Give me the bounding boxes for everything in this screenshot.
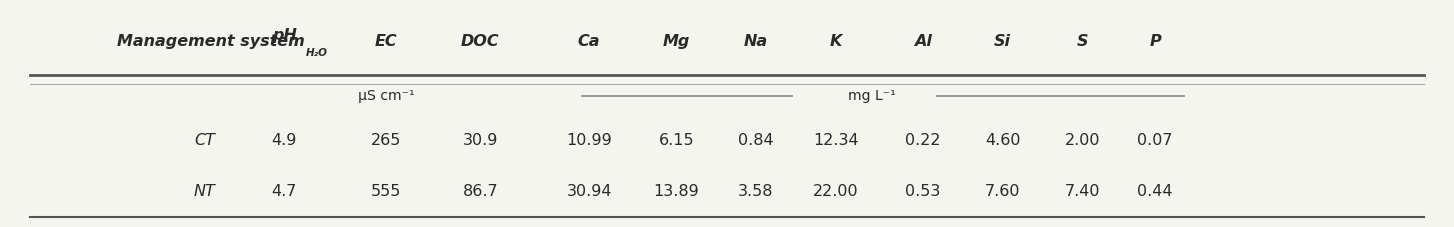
Text: 86.7: 86.7 (462, 185, 499, 200)
Text: Al: Al (915, 34, 932, 49)
Text: Na: Na (744, 34, 768, 49)
Text: Si: Si (995, 34, 1011, 49)
Text: H₂O: H₂O (305, 48, 327, 58)
Text: μS cm⁻¹: μS cm⁻¹ (358, 89, 414, 103)
Text: 0.84: 0.84 (739, 133, 774, 148)
Text: 555: 555 (371, 185, 401, 200)
Text: pH: pH (272, 27, 297, 42)
Text: 13.89: 13.89 (653, 185, 699, 200)
Text: 265: 265 (371, 133, 401, 148)
Text: NT: NT (193, 185, 215, 200)
Text: Ca: Ca (577, 34, 601, 49)
Text: 7.40: 7.40 (1064, 185, 1101, 200)
Text: 12.34: 12.34 (813, 133, 859, 148)
Text: mg L⁻¹: mg L⁻¹ (848, 89, 896, 103)
Text: 4.60: 4.60 (984, 133, 1021, 148)
Text: 0.44: 0.44 (1137, 185, 1173, 200)
Text: S: S (1077, 34, 1088, 49)
Text: 0.22: 0.22 (906, 133, 941, 148)
Text: 4.7: 4.7 (272, 185, 297, 200)
Text: 7.60: 7.60 (984, 185, 1021, 200)
Text: Management system: Management system (118, 34, 305, 49)
Text: Mg: Mg (663, 34, 689, 49)
Text: 0.53: 0.53 (906, 185, 941, 200)
Text: P: P (1149, 34, 1160, 49)
Text: 30.94: 30.94 (567, 185, 612, 200)
Text: 4.9: 4.9 (272, 133, 297, 148)
Text: 0.07: 0.07 (1137, 133, 1173, 148)
Text: DOC: DOC (461, 34, 500, 49)
Text: K: K (830, 34, 842, 49)
Text: 30.9: 30.9 (462, 133, 497, 148)
Text: 6.15: 6.15 (659, 133, 694, 148)
Text: 10.99: 10.99 (566, 133, 612, 148)
Text: 3.58: 3.58 (739, 185, 774, 200)
Text: CT: CT (195, 133, 215, 148)
Text: 22.00: 22.00 (813, 185, 859, 200)
Text: EC: EC (375, 34, 397, 49)
Text: 2.00: 2.00 (1064, 133, 1101, 148)
